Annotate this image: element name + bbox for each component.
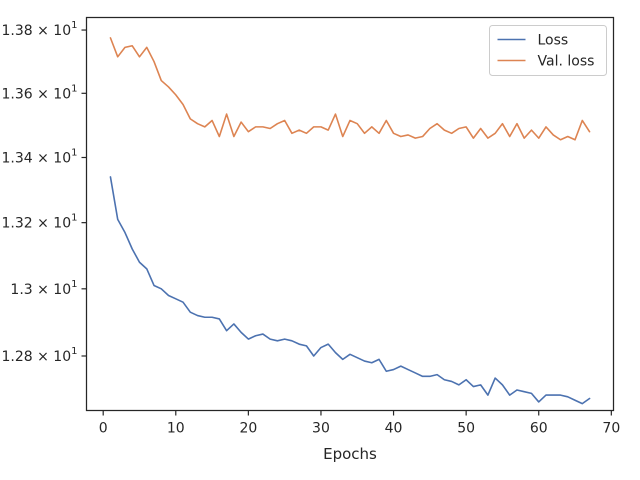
legend-label: Val. loss: [538, 54, 595, 70]
x-tick-label: 20: [239, 421, 257, 437]
x-tick-label: 40: [385, 421, 403, 437]
x-tick-label: 30: [312, 421, 330, 437]
y-tick-label: 1.36 × 101: [2, 83, 78, 102]
legend: Loss Val. loss: [489, 25, 607, 76]
series-layer: [109, 37, 591, 405]
series-line-0: [109, 176, 591, 405]
y-tick-label: 1.28 × 101: [2, 346, 78, 365]
y-axis: 1.38 × 101 1.36 × 101 1.34 × 101 1.32 × 101…: [2, 20, 87, 365]
plot-frame: [85, 16, 615, 412]
x-tick-label: 50: [457, 421, 475, 437]
x-axis: 0 10 20 30 40 50 60 70: [99, 410, 620, 437]
x-tick-label: 60: [530, 421, 548, 437]
y-tick-label: 1.32 × 101: [2, 213, 78, 232]
legend-box: [489, 25, 607, 76]
y-tick-label: 1.3 × 101: [10, 279, 77, 298]
y-tick-label: 1.34 × 101: [2, 147, 78, 166]
plot-area: [86, 17, 614, 411]
y-tick-label: 1.38 × 101: [2, 20, 78, 39]
x-tick-label: 10: [167, 421, 185, 437]
x-axis-label: Epochs: [323, 445, 377, 463]
series-line-1: [109, 37, 591, 141]
legend-label: Loss: [538, 33, 569, 49]
x-tick-label: 70: [602, 421, 620, 437]
x-tick-label: 0: [99, 421, 108, 437]
